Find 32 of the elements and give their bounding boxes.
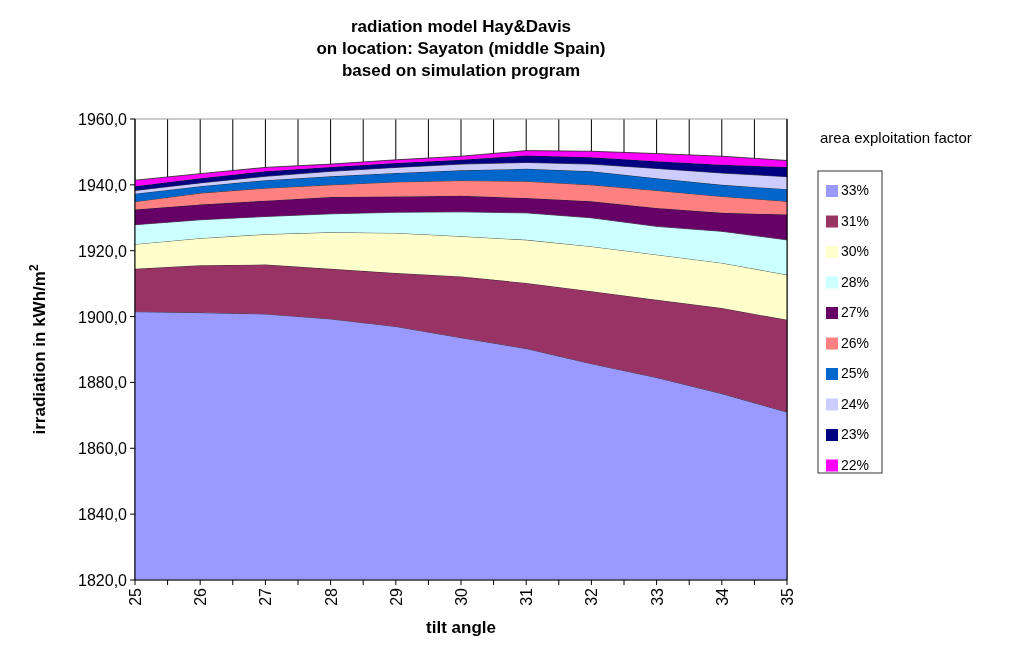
y-tick-label: 1820,0 <box>78 572 128 589</box>
x-tick-label: 28 <box>322 587 340 606</box>
chart-title: radiation model Hay&Davis on location: Sayaton (middle Spain) based on simulation program <box>316 17 606 80</box>
x-tick-label: 27 <box>257 587 275 606</box>
legend-label: 24% <box>841 395 870 412</box>
x-tick-label: 26 <box>192 587 210 606</box>
legend-label: 27% <box>841 304 870 320</box>
legend-label: 28% <box>841 273 870 290</box>
y-tick-label: 1960,0 <box>78 111 128 128</box>
legend-label: 25% <box>841 365 870 381</box>
legend-label: 22% <box>841 456 870 473</box>
y-tick-label: 1860,0 <box>78 440 128 458</box>
y-tick-label: 1900,0 <box>78 308 128 326</box>
x-axis-title: tilt angle <box>426 618 496 637</box>
x-tick-label: 30 <box>453 587 470 606</box>
legend-label: 33% <box>841 182 870 198</box>
y-tick-label: 1940,0 <box>78 176 128 194</box>
x-tick-label: 32 <box>583 587 601 606</box>
legend-label: 30% <box>841 243 870 259</box>
x-tick-label: 35 <box>779 587 796 606</box>
legend-label: 23% <box>841 426 870 442</box>
y-tick-label: 1880,0 <box>78 374 128 392</box>
legend-label: 31% <box>841 212 870 229</box>
legend-label: 26% <box>841 334 870 351</box>
legend-title: area exploitation factor <box>820 129 972 146</box>
x-tick-label: 34 <box>713 587 731 606</box>
x-tick-label: 33 <box>648 587 666 606</box>
x-tick-label: 31 <box>518 587 536 606</box>
x-tick-label: 29 <box>387 587 405 606</box>
x-tick-label: 25 <box>127 587 144 606</box>
y-tick-label: 1840,0 <box>78 506 128 524</box>
y-tick-label: 1920,0 <box>78 242 128 260</box>
